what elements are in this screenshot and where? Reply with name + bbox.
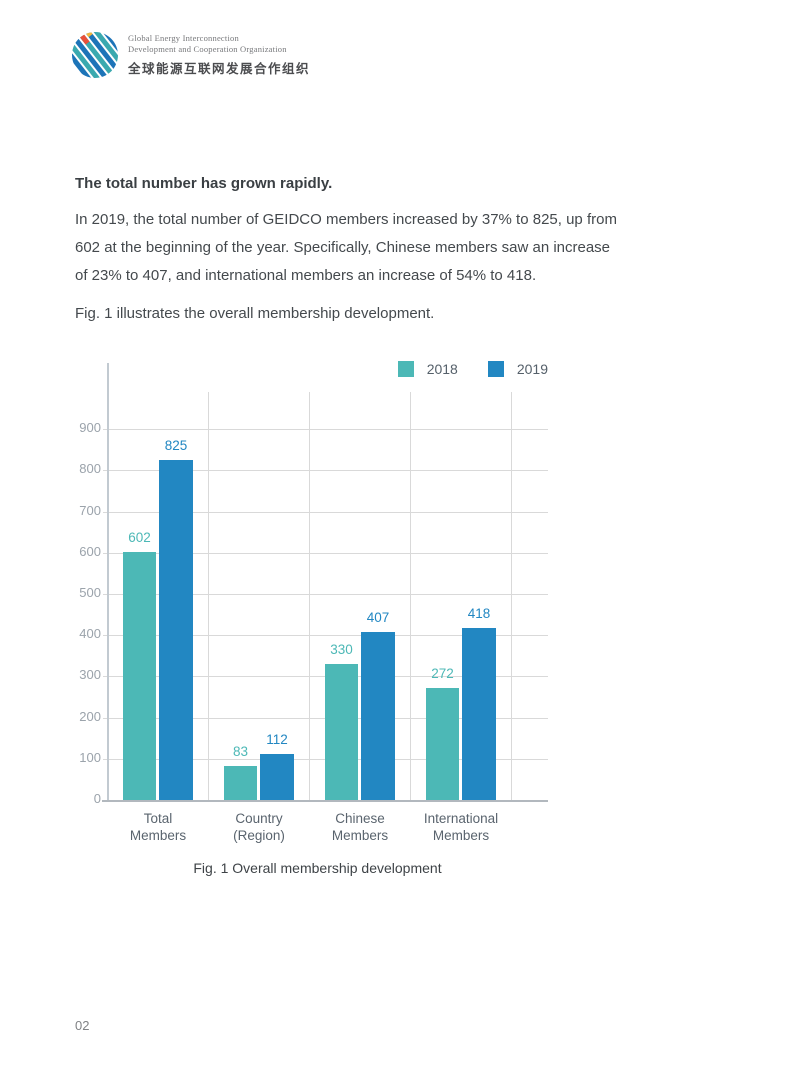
- bar-2019: [361, 632, 395, 800]
- y-axis-tick-label: 0: [93, 791, 101, 806]
- category-label: Chinese Members: [310, 810, 410, 844]
- org-name-en-line1: Global Energy Interconnection: [128, 33, 239, 43]
- membership-bar-chart: 2018 2019 0 100 200 300 400 500 600 700 800 900 602…: [75, 355, 560, 895]
- y-axis-tick-label: 800: [79, 461, 101, 477]
- bar-value-label: 418: [467, 605, 491, 621]
- chart-plot-area: 0 100 200 300 400 500 600 700 800 900 602 825 Total M…: [75, 355, 560, 843]
- section-heading: The total number has grown rapidly.: [75, 175, 333, 192]
- y-axis-tick-label: 200: [79, 708, 101, 724]
- bar-2019: [260, 753, 294, 800]
- bar-value-label: 602: [128, 529, 151, 545]
- legend-item-2018: 2018: [397, 361, 458, 377]
- y-gridline: [103, 429, 548, 431]
- y-gridline: [103, 552, 548, 554]
- category-label-line: Country: [235, 811, 283, 826]
- org-name-cn: 全球能源互联网发展合作组织: [128, 62, 311, 76]
- bar-2018: [325, 664, 358, 800]
- y-axis-tick-label: 100: [79, 749, 101, 765]
- chart-legend: 2018 2019: [397, 361, 548, 377]
- bar-value-label: 272: [431, 665, 454, 681]
- category-label: Total Members: [108, 810, 208, 844]
- legend-label: 2019: [516, 361, 548, 377]
- y-axis-tick-label: 700: [79, 502, 101, 518]
- body-paragraph: In 2019, the total number of GEIDCO memb…: [75, 211, 617, 284]
- category-label-line: Members: [129, 828, 187, 843]
- bar-2018: [224, 765, 257, 800]
- bar-2018: [426, 687, 459, 800]
- legend-label: 2018: [426, 361, 458, 377]
- category-separator-line: [511, 392, 512, 800]
- y-axis-tick-label: 900: [79, 420, 101, 436]
- figure-caption: Fig. 1 Overall membership development: [193, 860, 442, 876]
- org-name: Global Energy Interconnection Developmen…: [128, 33, 310, 77]
- y-axis-tick-label: 400: [79, 626, 101, 642]
- y-gridline: [103, 470, 548, 472]
- category-label: Country (Region): [209, 810, 309, 844]
- y-gridline: [103, 511, 548, 513]
- bar-value-label: 112: [266, 731, 288, 747]
- legend-item-2019: 2019: [487, 361, 548, 377]
- category-separator-line: [410, 392, 411, 800]
- bar-2019: [462, 627, 496, 800]
- bar-value-label: 330: [330, 642, 353, 658]
- y-gridline: [103, 635, 548, 637]
- globe-logo-icon: [70, 30, 120, 80]
- category-separator-line: [309, 392, 310, 800]
- x-axis-baseline: [102, 800, 548, 802]
- y-gridline: [103, 594, 548, 595]
- page-number: 02: [75, 1018, 90, 1033]
- legend-swatch-icon: [487, 361, 504, 377]
- y-axis-tick-label: 300: [79, 667, 101, 683]
- y-axis-tick-label: 600: [79, 543, 101, 559]
- bar-value-label: 825: [164, 438, 188, 454]
- org-name-en-line2: Development and Cooperation Organization: [128, 44, 287, 54]
- bar-2018: [123, 551, 156, 800]
- bar-value-label: 407: [366, 610, 390, 626]
- category-label-line: Members: [331, 828, 389, 843]
- bar-value-label: 83: [232, 743, 249, 759]
- category-separator-line: [208, 392, 209, 800]
- article-body: The total number has grown rapidly. In 2…: [75, 175, 620, 338]
- category-label-line: Total: [143, 811, 173, 826]
- figure-reference-text: Fig. 1 illustrates the overall membershi…: [75, 305, 435, 322]
- y-axis-line: [107, 363, 109, 802]
- category-label-line: Members: [432, 828, 490, 843]
- y-axis-tick-label: 500: [79, 585, 101, 600]
- category-label: International Members: [411, 810, 511, 844]
- org-logo: Global Energy Interconnection Developmen…: [70, 30, 310, 80]
- bar-2019: [159, 460, 193, 800]
- category-label-line: Chinese: [335, 811, 385, 826]
- category-label-line: (Region): [233, 828, 285, 843]
- category-label-line: International: [423, 811, 499, 826]
- legend-swatch-icon: [397, 361, 414, 377]
